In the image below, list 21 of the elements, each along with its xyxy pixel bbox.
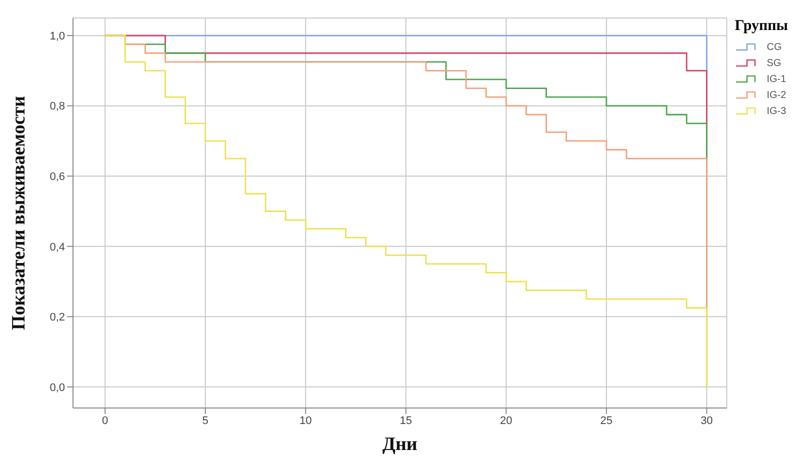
x-tick-label: 30 bbox=[700, 414, 713, 427]
legend-title: Группы bbox=[734, 18, 788, 35]
x-axis-title: Дни bbox=[382, 434, 418, 455]
x-tick-label: 5 bbox=[202, 414, 208, 427]
legend-label: SG bbox=[766, 58, 782, 68]
x-tick-label: 25 bbox=[600, 414, 613, 427]
x-tick-label: 0 bbox=[102, 414, 108, 427]
x-tick-label: 20 bbox=[500, 414, 512, 427]
y-axis-title: Показатели выживаемости bbox=[8, 96, 30, 330]
y-tick-label: 0,8 bbox=[50, 100, 65, 113]
y-tick-label: 0,6 bbox=[50, 171, 65, 184]
legend-label: IG-2 bbox=[766, 90, 786, 100]
y-tick-label: 1,0 bbox=[50, 30, 65, 42]
x-tick-label: 15 bbox=[400, 414, 412, 427]
y-tick-label: 0,0 bbox=[50, 382, 65, 394]
legend-label: IG-1 bbox=[766, 74, 786, 84]
y-tick-label: 0,2 bbox=[50, 312, 65, 324]
x-tick-label: 10 bbox=[300, 414, 312, 427]
legend-label: CG bbox=[766, 42, 782, 52]
y-tick-label: 0,4 bbox=[50, 241, 65, 254]
legend-label: IG-3 bbox=[766, 106, 786, 116]
